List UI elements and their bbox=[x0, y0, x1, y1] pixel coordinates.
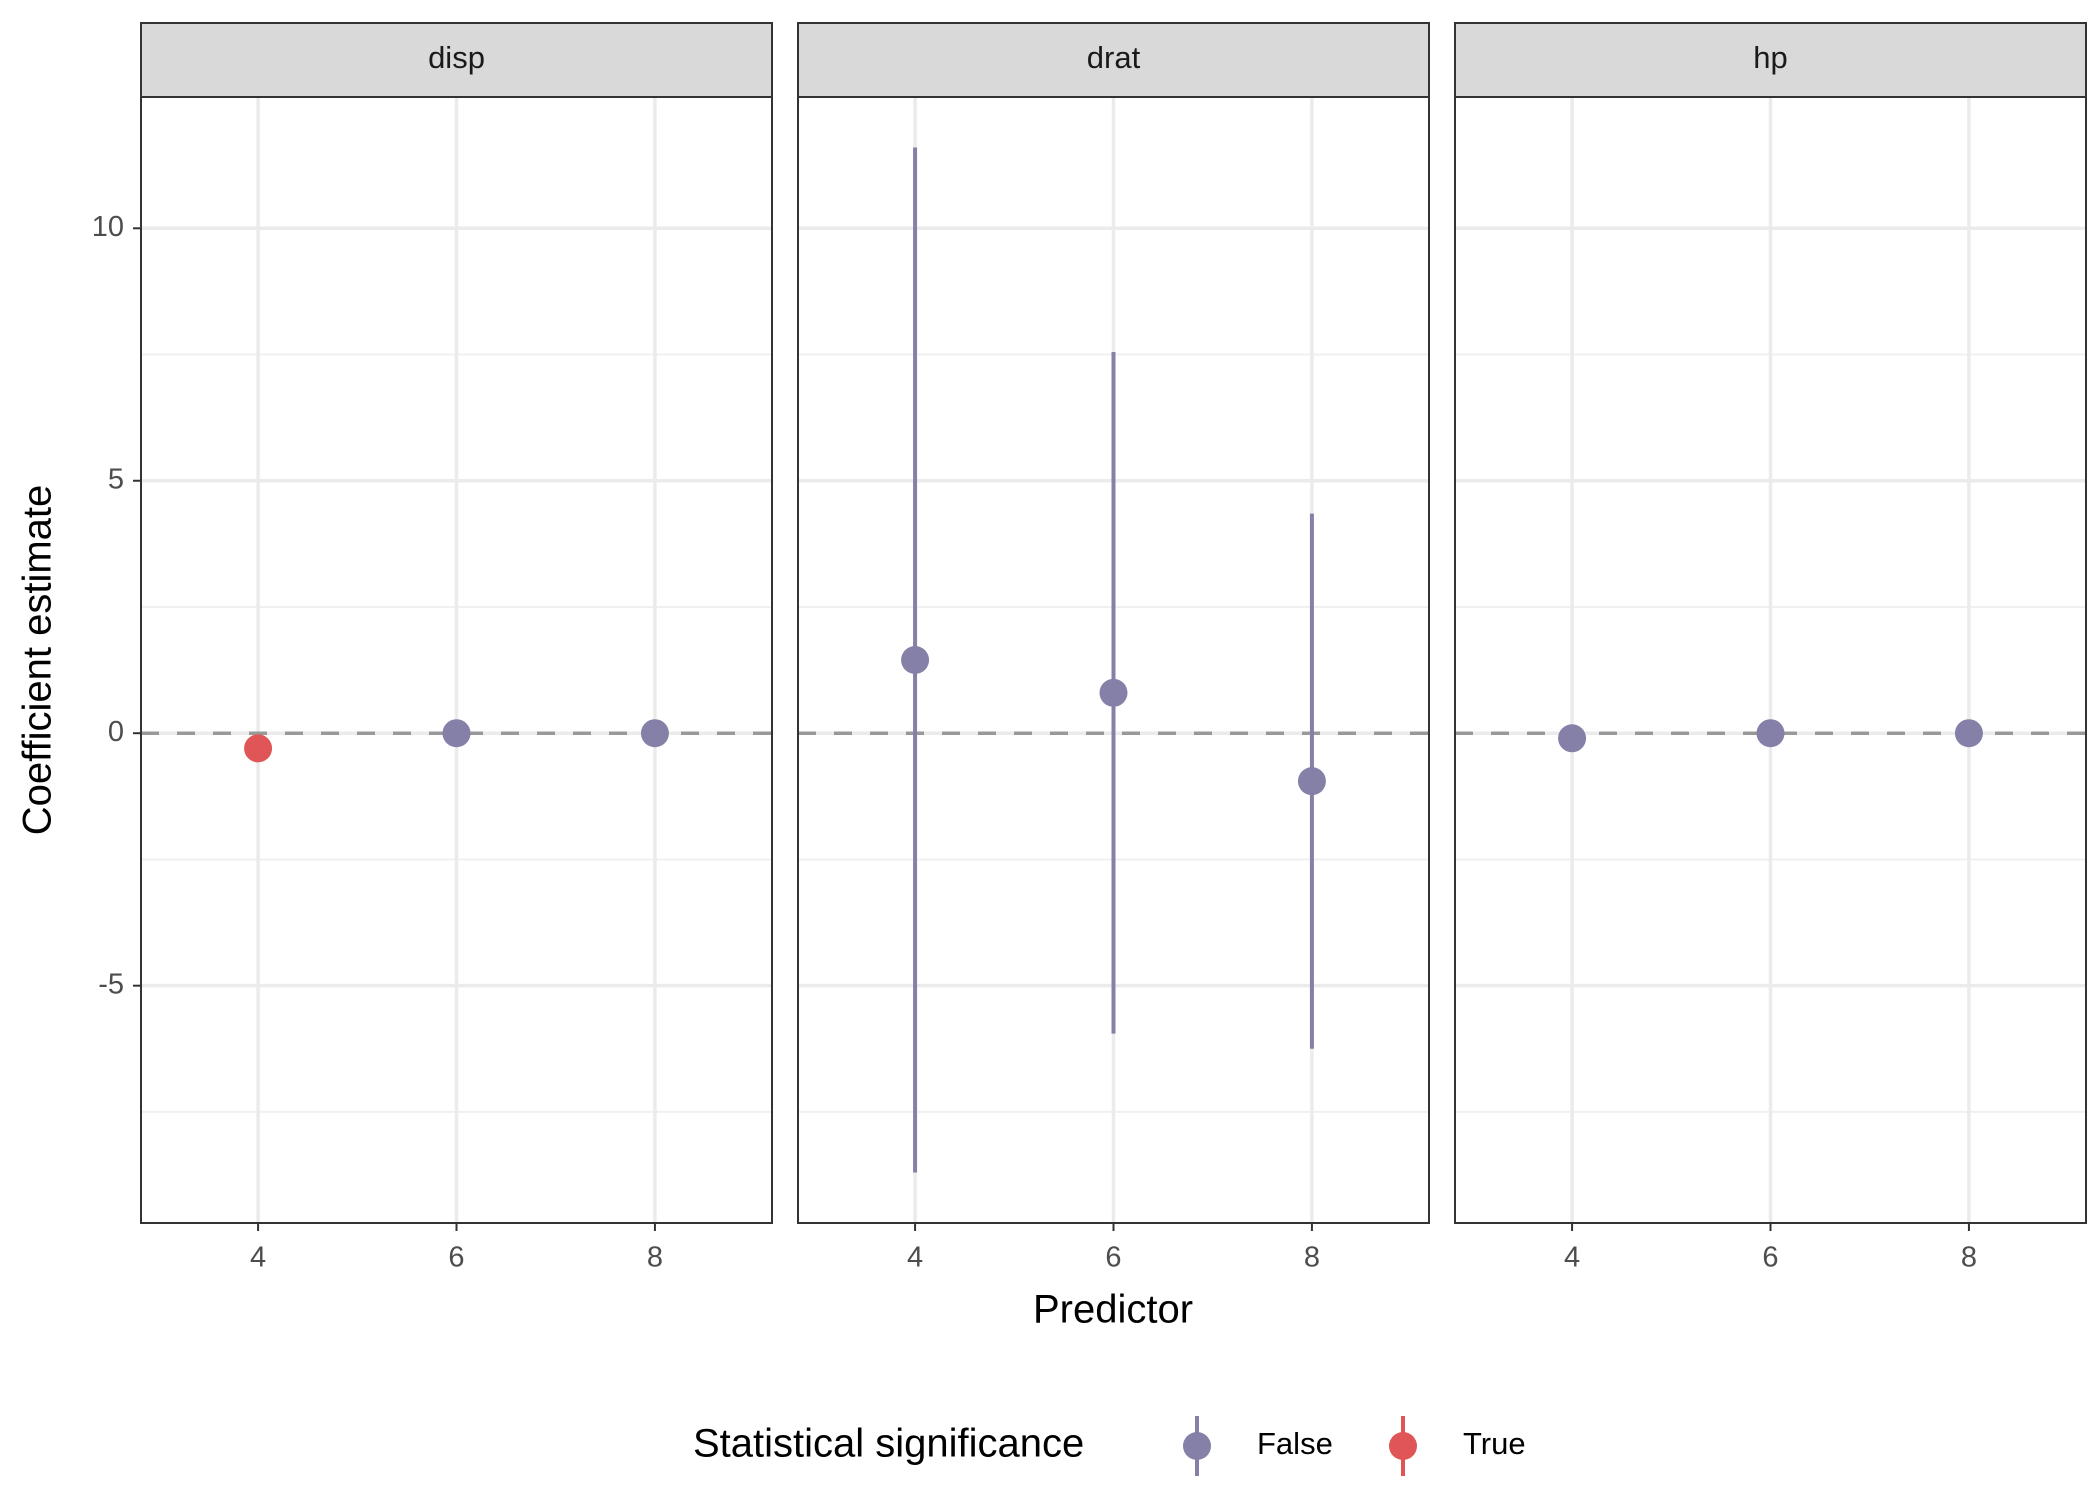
facet-strip bbox=[797, 22, 1430, 98]
estimate-point bbox=[1099, 678, 1128, 707]
legend-point-glyph bbox=[1389, 1432, 1417, 1460]
y-axis: -5 0 5 10 bbox=[92, 211, 141, 1000]
facet-panels: disp 4 6 8 drat 4 6 8 hp 4 6 8 bbox=[140, 22, 2087, 1274]
y-tick-label: -5 bbox=[98, 968, 124, 1000]
facet-strip-label: drat bbox=[1087, 40, 1141, 75]
x-tick-label: 6 bbox=[1105, 1242, 1121, 1274]
estimate-point bbox=[640, 719, 669, 748]
y-tick-label: 5 bbox=[108, 463, 124, 495]
x-tick-label: 8 bbox=[647, 1242, 663, 1274]
x-tick-label: 8 bbox=[1961, 1242, 1977, 1274]
estimate-point bbox=[1756, 719, 1785, 748]
facet-strip bbox=[140, 22, 773, 98]
estimate-point bbox=[244, 734, 273, 763]
legend-key-true: True bbox=[1389, 1416, 1526, 1476]
legend-title: Statistical significance bbox=[693, 1422, 1084, 1466]
x-tick-label: 8 bbox=[1304, 1242, 1320, 1274]
y-tick-label: 10 bbox=[92, 211, 124, 243]
x-tick-label: 4 bbox=[907, 1242, 923, 1274]
facet-strip bbox=[1454, 22, 2087, 98]
x-tick-label: 6 bbox=[448, 1242, 464, 1274]
legend-point-glyph bbox=[1183, 1432, 1211, 1460]
facet-panel-drat: drat 4 6 8 bbox=[797, 22, 1430, 1274]
estimate-point bbox=[1297, 767, 1326, 796]
x-tick-label: 6 bbox=[1762, 1242, 1778, 1274]
estimate-point bbox=[442, 719, 471, 748]
facet-strip-label: hp bbox=[1753, 40, 1787, 75]
facet-panel-disp: disp 4 6 8 bbox=[140, 22, 773, 1274]
x-tick-label: 4 bbox=[250, 1242, 266, 1274]
x-axis-title: Predictor bbox=[1033, 1288, 1193, 1332]
x-tick-label: 4 bbox=[1564, 1242, 1580, 1274]
legend: Statistical significance False True bbox=[693, 1416, 1526, 1476]
estimate-point bbox=[1558, 724, 1587, 753]
facet-panel-hp: hp 4 6 8 bbox=[1454, 22, 2087, 1274]
legend-label: False bbox=[1257, 1426, 1333, 1461]
estimate-point bbox=[1954, 719, 1983, 748]
legend-keys: False True bbox=[1183, 1416, 1526, 1476]
legend-key-false: False bbox=[1183, 1416, 1333, 1476]
legend-label: True bbox=[1463, 1426, 1526, 1461]
y-axis-title: Coefficient estimate bbox=[16, 485, 60, 836]
estimate-point bbox=[901, 646, 930, 674]
facet-strip-label: disp bbox=[428, 40, 485, 75]
y-tick-label: 0 bbox=[108, 716, 124, 748]
